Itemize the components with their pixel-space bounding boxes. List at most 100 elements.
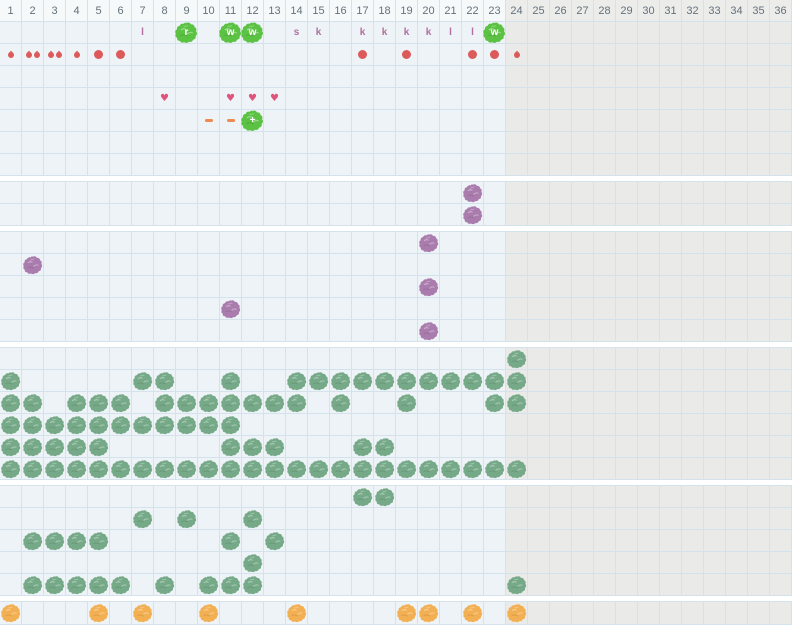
plant-blob-icon[interactable] <box>220 459 242 479</box>
plant-blob-icon[interactable] <box>0 459 22 479</box>
plant-blob-icon[interactable] <box>462 205 484 225</box>
plant-blob-icon[interactable] <box>198 393 220 413</box>
plant-blob-icon[interactable] <box>132 603 154 623</box>
plant-blob-icon[interactable] <box>506 575 528 595</box>
plant-blob-icon[interactable] <box>88 393 110 413</box>
plant-blob-icon[interactable] <box>484 393 506 413</box>
plant-blob-icon[interactable]: w <box>218 21 243 44</box>
plant-blob-icon[interactable] <box>418 371 440 391</box>
plant-blob-icon[interactable] <box>88 415 110 435</box>
plant-blob-icon[interactable] <box>132 459 154 479</box>
plant-blob-icon[interactable] <box>154 393 176 413</box>
plant-blob-icon[interactable] <box>462 603 484 623</box>
plant-blob-icon[interactable] <box>440 459 462 479</box>
plant-blob-icon[interactable] <box>88 603 110 623</box>
plant-blob-icon[interactable] <box>418 459 440 479</box>
plant-blob-icon[interactable] <box>22 415 44 435</box>
plant-blob-icon[interactable] <box>418 277 440 297</box>
plant-blob-icon[interactable] <box>22 575 44 595</box>
plant-blob-icon[interactable] <box>242 509 264 529</box>
plant-blob-icon[interactable]: w <box>482 21 507 44</box>
plant-blob-icon[interactable] <box>110 575 132 595</box>
plant-blob-icon[interactable] <box>396 603 418 623</box>
plant-blob-icon[interactable] <box>154 415 176 435</box>
plant-blob-icon[interactable] <box>66 531 88 551</box>
plant-blob-icon[interactable] <box>44 531 66 551</box>
plant-blob-icon[interactable] <box>198 603 220 623</box>
plant-blob-icon[interactable] <box>418 233 440 253</box>
plant-blob-icon[interactable] <box>330 371 352 391</box>
plant-blob-icon[interactable] <box>132 415 154 435</box>
plant-blob-icon[interactable] <box>242 553 264 573</box>
plant-blob-icon[interactable] <box>330 393 352 413</box>
plant-blob-icon[interactable] <box>242 459 264 479</box>
plant-blob-icon[interactable] <box>396 393 418 413</box>
plant-blob-icon[interactable] <box>0 393 22 413</box>
plant-blob-icon[interactable] <box>264 393 286 413</box>
plant-blob-icon[interactable] <box>286 459 308 479</box>
plant-blob-icon[interactable] <box>154 459 176 479</box>
plant-blob-icon[interactable] <box>110 415 132 435</box>
plant-blob-icon[interactable] <box>198 575 220 595</box>
plant-blob-icon[interactable] <box>462 183 484 203</box>
plant-blob-icon[interactable] <box>88 437 110 457</box>
plant-blob-icon[interactable] <box>154 575 176 595</box>
plant-blob-icon[interactable] <box>44 575 66 595</box>
plant-blob-icon[interactable] <box>44 459 66 479</box>
plant-blob-icon[interactable] <box>374 371 396 391</box>
plant-blob-icon[interactable] <box>220 299 242 319</box>
plant-blob-icon[interactable] <box>66 437 88 457</box>
plant-blob-icon[interactable] <box>264 459 286 479</box>
plant-blob-icon[interactable] <box>396 371 418 391</box>
plant-blob-icon[interactable] <box>286 603 308 623</box>
plant-blob-icon[interactable] <box>308 459 330 479</box>
plant-blob-icon[interactable] <box>462 371 484 391</box>
plant-blob-icon[interactable]: r <box>174 21 199 44</box>
plant-blob-icon[interactable] <box>22 459 44 479</box>
plant-blob-icon[interactable] <box>220 371 242 391</box>
plant-blob-icon[interactable] <box>198 459 220 479</box>
plant-blob-icon[interactable] <box>198 415 220 435</box>
plant-blob-icon[interactable] <box>66 459 88 479</box>
plant-blob-icon[interactable] <box>374 487 396 507</box>
plant-blob-icon[interactable] <box>352 487 374 507</box>
plant-blob-icon[interactable] <box>484 459 506 479</box>
plant-blob-icon[interactable] <box>176 509 198 529</box>
plant-blob-icon[interactable] <box>88 575 110 595</box>
plant-blob-icon[interactable] <box>0 415 22 435</box>
plant-blob-icon[interactable] <box>44 437 66 457</box>
plant-blob-icon[interactable] <box>286 393 308 413</box>
plant-blob-icon[interactable] <box>506 459 528 479</box>
plant-blob-icon[interactable] <box>0 437 22 457</box>
plant-blob-icon[interactable] <box>66 415 88 435</box>
plant-blob-icon[interactable] <box>132 509 154 529</box>
plant-blob-icon[interactable] <box>22 437 44 457</box>
plant-blob-icon[interactable] <box>352 371 374 391</box>
plant-blob-icon[interactable] <box>374 437 396 457</box>
plant-blob-icon[interactable] <box>506 349 528 369</box>
plant-blob-icon[interactable] <box>396 459 418 479</box>
plant-blob-icon[interactable] <box>176 415 198 435</box>
plant-blob-icon[interactable] <box>484 371 506 391</box>
plant-blob-icon[interactable] <box>308 371 330 391</box>
plant-blob-icon[interactable] <box>88 459 110 479</box>
plant-blob-icon[interactable] <box>220 415 242 435</box>
plant-blob-icon[interactable] <box>330 459 352 479</box>
plant-blob-icon[interactable] <box>264 531 286 551</box>
plant-blob-icon[interactable] <box>506 603 528 623</box>
plant-blob-icon[interactable] <box>154 371 176 391</box>
plant-blob-icon[interactable] <box>0 603 22 623</box>
plant-blob-icon[interactable] <box>242 437 264 457</box>
plant-blob-icon[interactable] <box>506 393 528 413</box>
plant-blob-icon[interactable] <box>44 415 66 435</box>
plant-blob-icon[interactable]: w <box>240 21 265 44</box>
plant-blob-icon[interactable] <box>418 321 440 341</box>
plant-blob-icon[interactable]: + <box>240 109 265 132</box>
plant-blob-icon[interactable] <box>22 255 44 275</box>
plant-blob-icon[interactable] <box>220 437 242 457</box>
plant-blob-icon[interactable] <box>374 459 396 479</box>
plant-blob-icon[interactable] <box>462 459 484 479</box>
plant-blob-icon[interactable] <box>220 575 242 595</box>
plant-blob-icon[interactable] <box>418 603 440 623</box>
plant-blob-icon[interactable] <box>220 393 242 413</box>
